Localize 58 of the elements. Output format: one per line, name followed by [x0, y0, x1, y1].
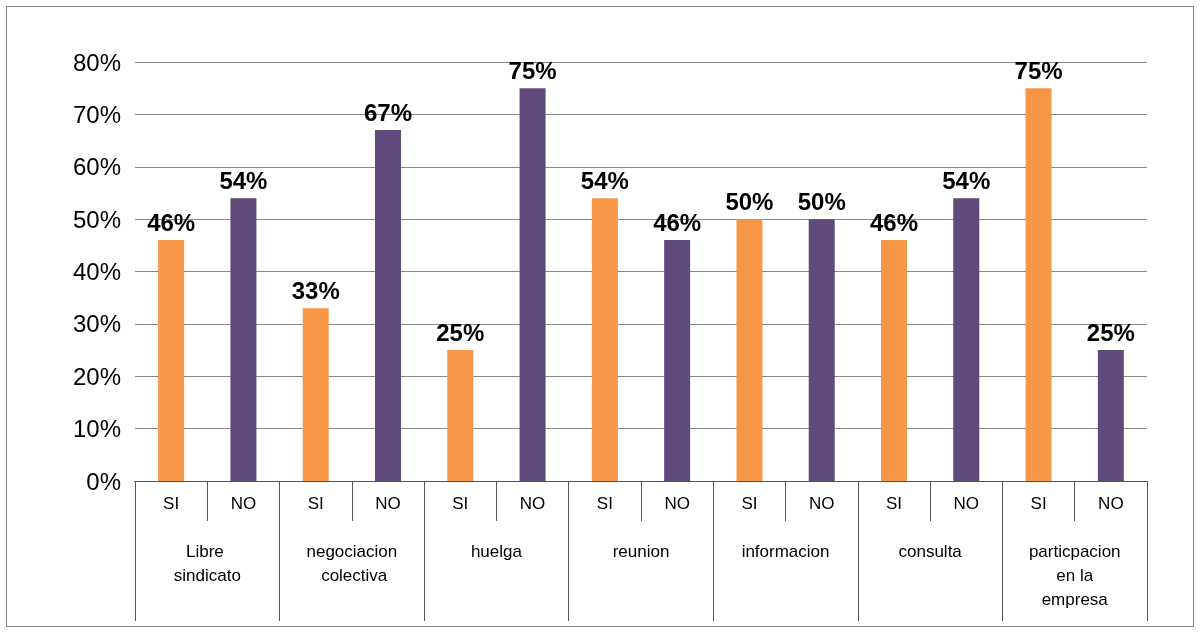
data-label: 46% — [869, 208, 919, 236]
x-tick-label: NO — [808, 494, 835, 513]
bar — [1097, 350, 1124, 481]
data-label: 46% — [147, 208, 196, 236]
data-label: 25% — [1086, 318, 1135, 346]
data-label: 25% — [436, 318, 485, 346]
y-tick-label: 30% — [72, 310, 121, 338]
x-tick-label: SI — [1030, 494, 1047, 513]
data-label: 54% — [942, 166, 991, 194]
data-label: 50% — [725, 187, 774, 215]
bar — [230, 198, 257, 481]
bar — [664, 240, 691, 481]
x-tick-label: SI — [596, 494, 613, 513]
data-label: 46% — [653, 208, 702, 236]
x-tick-label: SI — [163, 494, 180, 513]
bar — [158, 240, 185, 481]
text: consulta — [898, 541, 963, 561]
bar — [375, 130, 401, 481]
x-tick-label: NO — [519, 494, 546, 513]
y-tick-label: 10% — [72, 415, 121, 443]
x-tick-label: NO — [953, 494, 980, 513]
x-tick-label: NO — [230, 494, 257, 513]
x-tick-label: NO — [664, 494, 690, 513]
bar — [591, 198, 618, 481]
y-tick-label: 80% — [72, 48, 121, 76]
x-tick-label: NO — [1098, 494, 1124, 513]
data-label: 54% — [580, 166, 629, 194]
y-tick-label: 50% — [72, 205, 121, 233]
bar — [736, 219, 763, 481]
x-tick-label: NO — [375, 494, 401, 513]
x-tick-label: SI — [307, 494, 324, 513]
text: informacion — [741, 541, 830, 561]
data-label: 75% — [1014, 56, 1063, 84]
bar — [519, 88, 546, 481]
bar — [447, 350, 474, 481]
text: Libre sindicato — [173, 541, 241, 585]
bar — [808, 219, 835, 481]
bar — [302, 308, 329, 481]
text: particpacion en la empresa — [1028, 541, 1121, 609]
bar — [1025, 88, 1052, 481]
x-tick-label: SI — [885, 494, 903, 513]
bar — [881, 240, 907, 481]
text: negociacion colectiva — [306, 541, 398, 585]
data-label: 50% — [797, 187, 846, 215]
data-label: 54% — [219, 166, 268, 194]
data-label: 67% — [363, 98, 413, 126]
bar — [953, 198, 980, 481]
x-tick-label: SI — [452, 494, 469, 513]
text: reunion — [612, 541, 670, 561]
data-label: 75% — [508, 56, 557, 84]
y-tick-label: 60% — [72, 153, 121, 181]
x-tick-label: SI — [741, 494, 758, 513]
y-tick-label: 40% — [72, 258, 121, 285]
text: huelga — [470, 541, 523, 561]
y-tick-label: 0% — [86, 467, 121, 495]
y-tick-label: 70% — [72, 100, 121, 128]
y-tick-label: 20% — [72, 362, 121, 390]
data-label: 33% — [291, 276, 340, 304]
